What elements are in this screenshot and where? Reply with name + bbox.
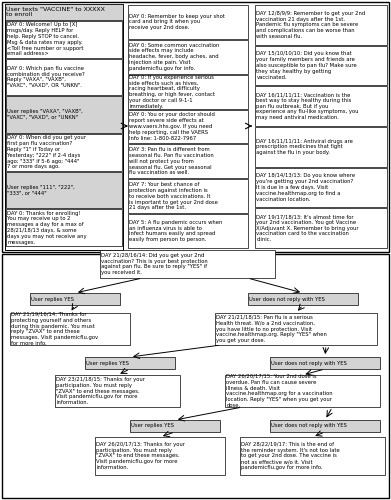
FancyBboxPatch shape xyxy=(6,172,122,208)
FancyBboxPatch shape xyxy=(255,168,387,207)
Text: User does not reply with YES: User does not reply with YES xyxy=(249,296,325,302)
FancyBboxPatch shape xyxy=(225,375,380,407)
Text: DAY 0: Remember to keep your shot
card and bring it when you
receive your 2nd do: DAY 0: Remember to keep your shot card a… xyxy=(129,14,225,30)
FancyBboxPatch shape xyxy=(255,208,387,248)
FancyBboxPatch shape xyxy=(270,357,380,369)
Text: User does not reply with YES: User does not reply with YES xyxy=(271,424,347,428)
Text: DAY 7: Your best chance of
protection against infection is
to receive both vacci: DAY 7: Your best chance of protection ag… xyxy=(129,182,219,210)
Text: DAY 0: If you experience serious
side effects such as hives,
racing heartbeat, d: DAY 0: If you experience serious side ef… xyxy=(129,74,215,108)
Text: DAY 21/28/16/14: Did you get your 2nd
vaccination? This is your best protection
: DAY 21/28/16/14: Did you get your 2nd va… xyxy=(102,253,208,275)
Text: DAY 15/10/10/10: Did you know that
your family members and friends are
also susc: DAY 15/10/10/10: Did you know that your … xyxy=(256,52,357,80)
FancyBboxPatch shape xyxy=(85,357,175,369)
FancyBboxPatch shape xyxy=(2,2,389,252)
Text: DAY 0: Which pan flu vaccine
combination did you receive?
Reply "VAXA", "VAXB",
: DAY 0: Which pan flu vaccine combination… xyxy=(7,66,85,88)
FancyBboxPatch shape xyxy=(5,4,123,20)
FancyBboxPatch shape xyxy=(255,46,387,86)
FancyBboxPatch shape xyxy=(6,21,122,58)
Text: User replies YES: User replies YES xyxy=(86,360,129,366)
FancyBboxPatch shape xyxy=(128,214,248,248)
Text: DAY 21/21/18/15: Pan flu is a serious
Health threat. W/o a 2nd vaccination,
you : DAY 21/21/18/15: Pan flu is a serious He… xyxy=(217,315,327,343)
FancyBboxPatch shape xyxy=(255,86,387,126)
Text: DAY 0: Welcome! Up to [X]
msgs/day. Reply HELP for
help. Reply STOP to cancel.
M: DAY 0: Welcome! Up to [X] msgs/day. Repl… xyxy=(7,22,84,56)
Text: DAY 23/21/18/15: Thanks for your
participation. You must reply
"ZVAX" to end the: DAY 23/21/18/15: Thanks for your partici… xyxy=(57,377,145,405)
Text: User replies "VAXA", "VAXB",
"VAXC", "VAXD", or "UNKN": User replies "VAXA", "VAXB", "VAXC", "VA… xyxy=(7,110,83,120)
FancyBboxPatch shape xyxy=(128,5,248,39)
FancyBboxPatch shape xyxy=(128,144,248,178)
Text: DAY 0: You or your doctor should
report severe side effects at
www.vaers.hhs.gov: DAY 0: You or your doctor should report … xyxy=(129,112,215,140)
FancyBboxPatch shape xyxy=(240,437,385,475)
FancyBboxPatch shape xyxy=(10,313,130,345)
Text: DAY 5: A flu pandemic occurs when
an influenza virus is able to
infect humans ea: DAY 5: A flu pandemic occurs when an inf… xyxy=(129,220,223,242)
Text: DAY 26/20/17/13: Thanks for your
participation. You must reply
"ZVAX" to end the: DAY 26/20/17/13: Thanks for your partici… xyxy=(97,442,185,470)
Text: DAY 16/11/11/11: Antiviral drugs are
prescription medicines that fight
against t: DAY 16/11/11/11: Antiviral drugs are pre… xyxy=(256,138,353,155)
Text: DAY 0: When did you get your
first pan flu vaccination?
Reply "1" if Today or
Ye: DAY 0: When did you get your first pan f… xyxy=(7,136,86,170)
FancyBboxPatch shape xyxy=(6,58,122,96)
Text: User replies YES: User replies YES xyxy=(32,296,75,302)
FancyBboxPatch shape xyxy=(128,74,248,108)
Text: DAY 19/17/18/13: It's almost time for
your 2nd vaccination. You got Vaccine
X/Ad: DAY 19/17/18/13: It's almost time for yo… xyxy=(256,214,359,242)
FancyBboxPatch shape xyxy=(55,375,180,407)
FancyBboxPatch shape xyxy=(128,110,248,144)
FancyBboxPatch shape xyxy=(248,293,358,305)
FancyBboxPatch shape xyxy=(130,420,220,432)
Text: DAY 21/19/16/14: Thanks for
protecting yourself and others
during this pandemic.: DAY 21/19/16/14: Thanks for protecting y… xyxy=(11,312,99,346)
Text: DAY 26/20/17/15: Your 2nd dose is
overdue. Pan flu can cause severe
illness & de: DAY 26/20/17/15: Your 2nd dose is overdu… xyxy=(226,374,333,408)
Text: User replies YES: User replies YES xyxy=(131,424,174,428)
Text: DAY 12/8/9/9: Remember to get your 2nd
vaccination 21 days after the 1st.
Pandem: DAY 12/8/9/9: Remember to get your 2nd v… xyxy=(256,10,366,39)
FancyBboxPatch shape xyxy=(5,4,123,250)
FancyBboxPatch shape xyxy=(6,134,122,170)
FancyBboxPatch shape xyxy=(128,180,248,213)
FancyBboxPatch shape xyxy=(255,5,387,44)
Text: DAY 3: Pan flu is different from
seasonal flu. Pan flu vaccination
will not prot: DAY 3: Pan flu is different from seasona… xyxy=(129,148,214,176)
Text: DAY 0: Thanks for enrolling!
You may receive up to 2
messages a day for a max of: DAY 0: Thanks for enrolling! You may rec… xyxy=(7,210,87,244)
Text: User texts "VACCINE" to XXXXX
to enroll: User texts "VACCINE" to XXXXX to enroll xyxy=(7,6,106,18)
FancyBboxPatch shape xyxy=(215,313,377,345)
FancyBboxPatch shape xyxy=(128,40,248,74)
FancyBboxPatch shape xyxy=(6,210,122,246)
FancyBboxPatch shape xyxy=(100,250,275,278)
Text: User does not reply with YES: User does not reply with YES xyxy=(271,360,347,366)
FancyBboxPatch shape xyxy=(255,127,387,166)
Text: DAY 0: Some common vaccination
side effects may include
headache, fever, body ac: DAY 0: Some common vaccination side effe… xyxy=(129,42,220,71)
FancyBboxPatch shape xyxy=(2,254,389,498)
Text: User replies "111", "222",
"333", or "444": User replies "111", "222", "333", or "44… xyxy=(7,184,75,196)
FancyBboxPatch shape xyxy=(30,293,120,305)
FancyBboxPatch shape xyxy=(270,420,380,432)
FancyBboxPatch shape xyxy=(6,96,122,133)
Text: DAY 16/11/11/11: Vaccination is the
best way to stay healthy during this
pan flu: DAY 16/11/11/11: Vaccination is the best… xyxy=(256,92,359,120)
Text: DAY 18/14/13/13: Do you know where
you're getting your 2nd vaccination?
It is du: DAY 18/14/13/13: Do you know where you'r… xyxy=(256,174,356,202)
FancyBboxPatch shape xyxy=(95,437,225,475)
Text: DAY 28/22/19/17: This is the end of
the reminder system. It's not too late
to ge: DAY 28/22/19/17: This is the end of the … xyxy=(242,442,340,470)
